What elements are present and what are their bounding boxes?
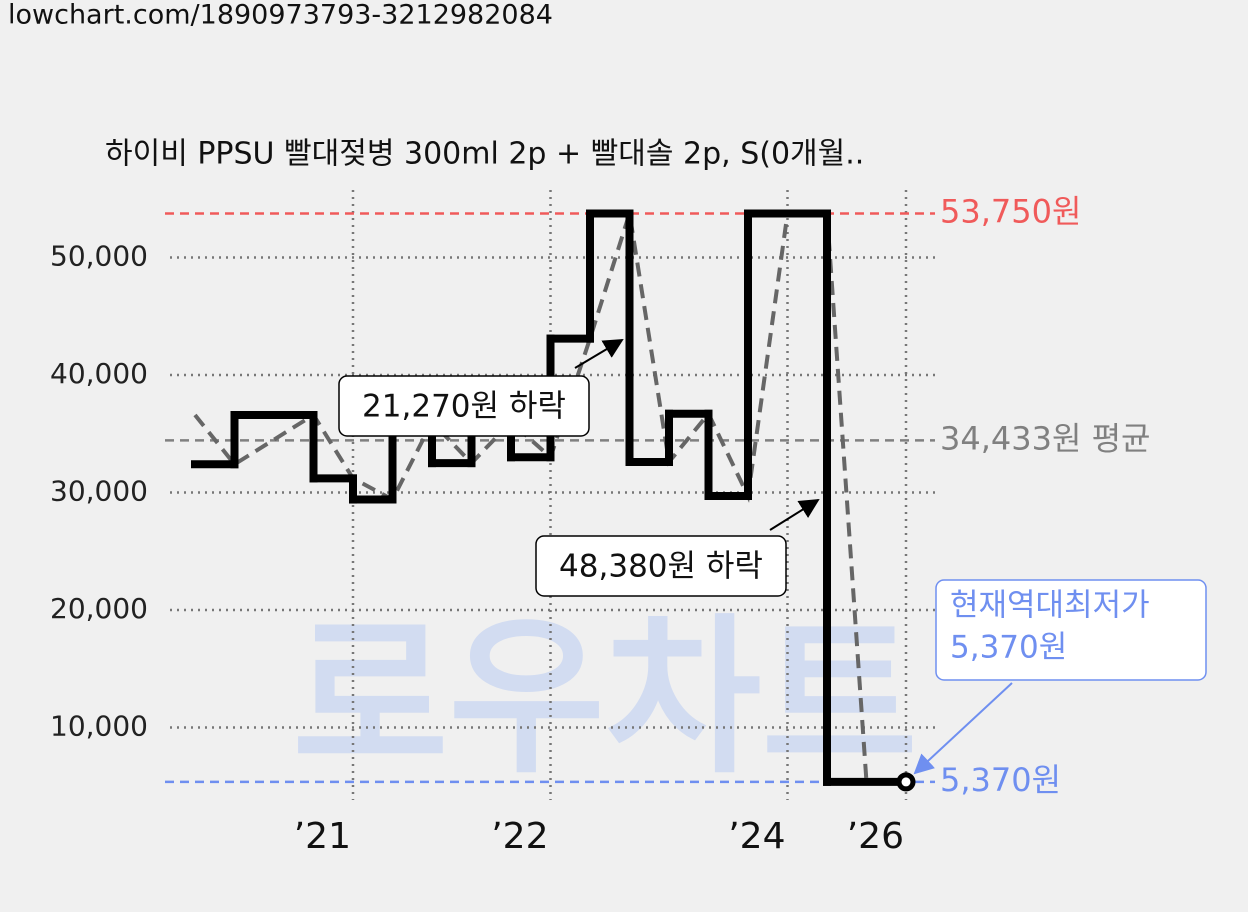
annotation-box xyxy=(535,535,787,597)
x-tick-label: ’21 xyxy=(294,816,351,857)
annotation-arrow xyxy=(574,338,624,369)
reference-label: 34,433원 평균 xyxy=(940,419,1150,457)
y-tick-label: 40,000 xyxy=(50,357,148,390)
annotation-arrow xyxy=(769,498,820,531)
x-tick-label: ’26 xyxy=(847,816,904,857)
y-tick-label: 10,000 xyxy=(50,710,148,743)
watermark: 로우차트 xyxy=(292,599,918,797)
callout-text: 현재역대최저가 xyxy=(950,588,1150,624)
reference-label: 53,750원 xyxy=(940,192,1081,230)
callout-text: 5,370원 xyxy=(950,630,1067,666)
callout-arrow xyxy=(913,682,1013,775)
y-tick-label: 30,000 xyxy=(50,475,148,508)
annotation-text: 48,380원 하락 xyxy=(559,549,763,585)
y-tick-label: 50,000 xyxy=(50,240,148,273)
current-point xyxy=(896,772,916,792)
annotation-text: 21,270원 하락 xyxy=(362,389,566,425)
x-tick-label: ’22 xyxy=(491,816,548,857)
reference-label: 5,370원 xyxy=(940,761,1061,799)
y-tick-label: 20,000 xyxy=(50,592,148,625)
annotation-box xyxy=(338,375,590,437)
chart-title: 하이비 PPSU 빨대젖병 300ml 2p + 빨대솔 2p, S(0개월.. xyxy=(105,137,864,172)
x-tick-label: ’24 xyxy=(728,816,785,857)
callout-box xyxy=(935,579,1207,681)
url: lowchart.com/1890973793-3212982084 xyxy=(8,0,553,31)
